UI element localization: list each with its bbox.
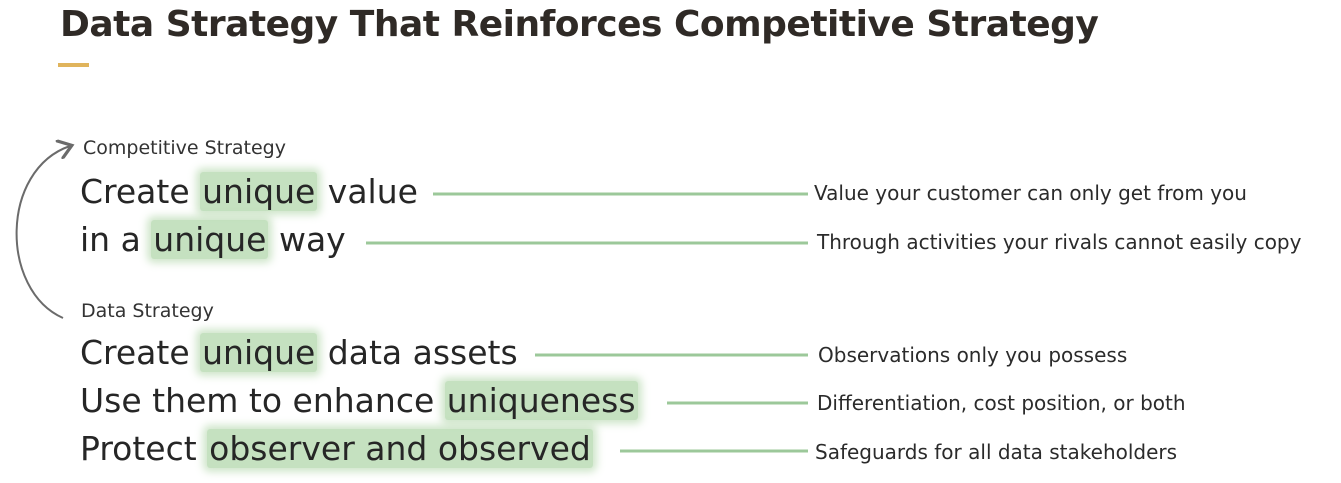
data-desc-2: Differentiation, cost position, or both — [817, 391, 1186, 415]
competitive-line-2-highlight: unique — [151, 220, 269, 259]
competitive-desc-1: Value your customer can only get from yo… — [814, 181, 1247, 205]
data-line-3: Protect observer and observed — [80, 429, 593, 469]
data-line-3-pre: Protect — [80, 429, 208, 468]
data-line-2-highlight: uniqueness — [444, 381, 638, 420]
competitive-strategy-label: Competitive Strategy — [83, 137, 286, 159]
feedback-arrow — [15, 146, 70, 319]
data-desc-1: Observations only you possess — [818, 343, 1128, 367]
competitive-line-2-post: way — [268, 220, 346, 259]
competitive-line-2-pre: in a — [80, 220, 152, 259]
data-line-1: Create unique data assets — [80, 333, 518, 373]
data-line-1-pre: Create — [80, 333, 201, 372]
slide-title: Data Strategy That Reinforces Competitiv… — [60, 4, 1099, 45]
competitive-line-1-pre: Create — [80, 172, 201, 211]
competitive-line-1: Create unique value — [80, 172, 418, 212]
data-desc-3: Safeguards for all data stakeholders — [815, 440, 1178, 464]
data-line-1-highlight: unique — [200, 333, 318, 372]
competitive-line-2: in a unique way — [80, 220, 346, 260]
competitive-line-1-highlight: unique — [200, 172, 318, 211]
competitive-line-1-post: value — [317, 172, 418, 211]
competitive-desc-2: Through activities your rivals cannot ea… — [817, 230, 1302, 254]
data-line-2-pre: Use them to enhance — [80, 381, 445, 420]
data-strategy-label: Data Strategy — [81, 300, 214, 322]
title-accent-bar — [58, 63, 89, 67]
data-line-3-highlight: observer and observed — [207, 429, 593, 468]
data-line-1-post: data assets — [317, 333, 518, 372]
data-line-2: Use them to enhance uniqueness — [80, 381, 638, 421]
